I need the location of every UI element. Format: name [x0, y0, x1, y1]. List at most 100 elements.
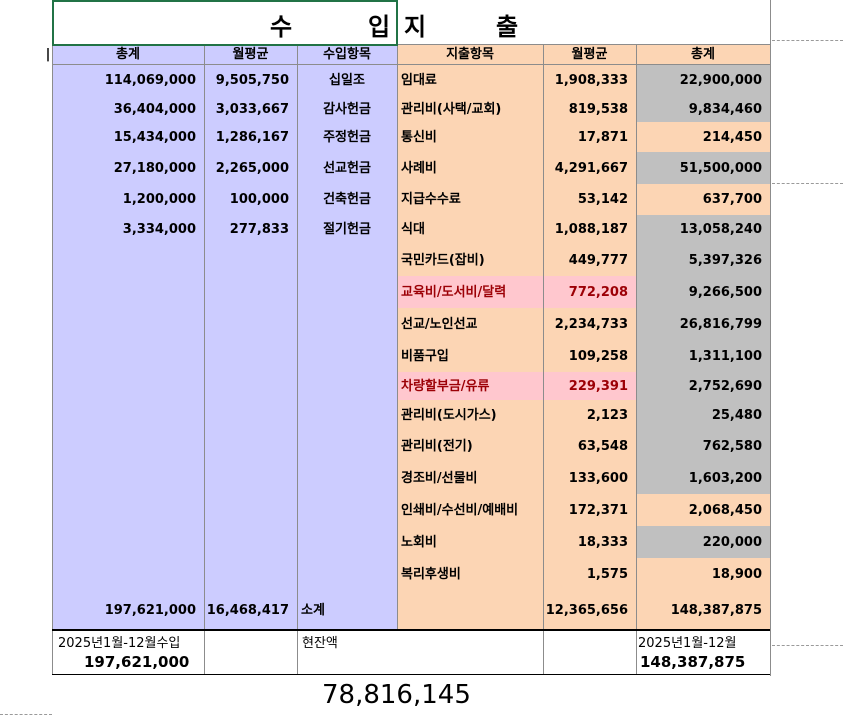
income-total-cell[interactable]: 27,180,000 [52, 152, 204, 184]
expense-item-cell[interactable]: 인쇄비/수선비/예배비 [397, 494, 543, 526]
expense-avg-cell[interactable]: 2,123 [543, 400, 636, 430]
income-item-cell[interactable]: 감사헌금 [297, 96, 397, 122]
income-avg-header[interactable]: 월평균 [204, 44, 297, 64]
income-item-cell[interactable]: 절기헌금 [297, 215, 397, 244]
expense-item-cell[interactable]: 선교/노인선교 [397, 308, 543, 340]
expense-total-cell[interactable]: 220,000 [636, 526, 770, 558]
income-avg-cell[interactable]: 277,833 [204, 215, 297, 244]
income-avg-cell[interactable] [204, 558, 297, 590]
income-total-cell[interactable]: 114,069,000 [52, 64, 204, 96]
income-item-cell[interactable] [297, 558, 397, 590]
expense-total-cell[interactable]: 1,603,200 [636, 462, 770, 494]
income-total-cell[interactable] [52, 526, 204, 558]
expense-avg-cell[interactable]: 53,142 [543, 184, 636, 215]
income-total-cell[interactable]: 36,404,000 [52, 96, 204, 122]
income-avg-cell[interactable] [204, 340, 297, 372]
income-avg-cell[interactable] [204, 400, 297, 430]
income-item-cell[interactable] [297, 430, 397, 462]
expense-total-cell[interactable]: 214,450 [636, 122, 770, 152]
income-avg-cell[interactable]: 1,286,167 [204, 122, 297, 152]
income-total-header[interactable]: 총계 [52, 44, 204, 64]
expense-item-cell[interactable]: 노회비 [397, 526, 543, 558]
income-total-cell[interactable] [52, 462, 204, 494]
income-item-cell[interactable] [297, 462, 397, 494]
expense-total-cell[interactable]: 13,058,240 [636, 215, 770, 244]
expense-avg-cell[interactable]: 2,234,733 [543, 308, 636, 340]
income-total-cell[interactable]: 3,334,000 [52, 215, 204, 244]
subtotal-label[interactable]: 소계 [297, 590, 397, 630]
income-avg-cell[interactable] [204, 430, 297, 462]
subtotal-expense-total[interactable]: 148,387,875 [636, 590, 770, 630]
expense-avg-cell[interactable]: 772,208 [543, 276, 636, 308]
income-avg-cell[interactable] [204, 372, 297, 400]
subtotal-income-avg[interactable]: 16,468,417 [204, 590, 297, 630]
income-total-cell[interactable] [52, 400, 204, 430]
expense-avg-cell[interactable]: 172,371 [543, 494, 636, 526]
expense-avg-cell[interactable]: 17,871 [543, 122, 636, 152]
expense-total-cell[interactable]: 22,900,000 [636, 64, 770, 96]
expense-avg-cell[interactable]: 133,600 [543, 462, 636, 494]
expense-total-cell[interactable]: 1,311,100 [636, 340, 770, 372]
expense-total-cell[interactable]: 18,900 [636, 558, 770, 590]
income-item-header[interactable]: 수입항목 [297, 44, 397, 64]
income-item-cell[interactable] [297, 276, 397, 308]
expense-item-cell[interactable]: 관리비(전기) [397, 430, 543, 462]
expense-total-header[interactable]: 총계 [636, 44, 770, 64]
income-avg-cell[interactable] [204, 308, 297, 340]
income-item-cell[interactable] [297, 244, 397, 276]
income-total-cell[interactable] [52, 276, 204, 308]
income-avg-cell[interactable]: 2,265,000 [204, 152, 297, 184]
expense-total-cell[interactable]: 5,397,326 [636, 244, 770, 276]
income-total-cell[interactable] [52, 340, 204, 372]
expense-total-cell[interactable]: 2,068,450 [636, 494, 770, 526]
expense-item-cell[interactable]: 지급수수료 [397, 184, 543, 215]
income-item-cell[interactable] [297, 340, 397, 372]
income-item-cell[interactable]: 주정헌금 [297, 122, 397, 152]
expense-item-cell[interactable]: 임대료 [397, 64, 543, 96]
expense-avg-cell[interactable]: 449,777 [543, 244, 636, 276]
expense-total-cell[interactable]: 26,816,799 [636, 308, 770, 340]
expense-item-cell[interactable]: 관리비(도시가스) [397, 400, 543, 430]
expense-avg-cell[interactable]: 63,548 [543, 430, 636, 462]
expense-avg-cell[interactable]: 18,333 [543, 526, 636, 558]
income-item-cell[interactable]: 십일조 [297, 64, 397, 96]
expense-total-cell[interactable]: 637,700 [636, 184, 770, 215]
income-avg-cell[interactable] [204, 244, 297, 276]
income-item-cell[interactable] [297, 494, 397, 526]
subtotal-income-total[interactable]: 197,621,000 [52, 590, 204, 630]
expense-item-cell[interactable]: 관리비(사택/교회) [397, 96, 543, 122]
income-item-cell[interactable]: 선교헌금 [297, 152, 397, 184]
income-avg-cell[interactable] [204, 494, 297, 526]
expense-item-cell[interactable]: 국민카드(잡비) [397, 244, 543, 276]
income-item-cell[interactable] [297, 308, 397, 340]
expense-item-cell[interactable]: 통신비 [397, 122, 543, 152]
expense-item-cell[interactable]: 경조비/선물비 [397, 462, 543, 494]
expense-item-cell[interactable]: 사례비 [397, 152, 543, 184]
expense-avg-cell[interactable]: 4,291,667 [543, 152, 636, 184]
subtotal-expense-item[interactable] [397, 590, 543, 630]
expense-avg-header[interactable]: 월평균 [543, 44, 636, 64]
income-avg-cell[interactable]: 3,033,667 [204, 96, 297, 122]
income-item-cell[interactable] [297, 526, 397, 558]
expense-avg-cell[interactable]: 229,391 [543, 372, 636, 400]
expense-total-cell[interactable]: 9,834,460 [636, 96, 770, 122]
income-total-cell[interactable]: 1,200,000 [52, 184, 204, 215]
income-avg-cell[interactable] [204, 276, 297, 308]
expense-total-cell[interactable]: 51,500,000 [636, 152, 770, 184]
expense-item-cell[interactable]: 복리후생비 [397, 558, 543, 590]
expense-item-header[interactable]: 지출항목 [397, 44, 543, 64]
expense-total-cell[interactable]: 25,480 [636, 400, 770, 430]
income-item-cell[interactable] [297, 400, 397, 430]
income-avg-cell[interactable] [204, 462, 297, 494]
income-total-cell[interactable] [52, 244, 204, 276]
expense-total-cell[interactable]: 2,752,690 [636, 372, 770, 400]
expense-total-cell[interactable]: 9,266,500 [636, 276, 770, 308]
expense-item-cell[interactable]: 교육비/도서비/달력 [397, 276, 543, 308]
expense-avg-cell[interactable]: 819,538 [543, 96, 636, 122]
subtotal-expense-avg[interactable]: 12,365,656 [543, 590, 636, 630]
income-total-cell[interactable]: 15,434,000 [52, 122, 204, 152]
income-avg-cell[interactable] [204, 526, 297, 558]
income-total-cell[interactable] [52, 430, 204, 462]
expense-avg-cell[interactable]: 1,575 [543, 558, 636, 590]
expense-item-cell[interactable]: 비품구입 [397, 340, 543, 372]
